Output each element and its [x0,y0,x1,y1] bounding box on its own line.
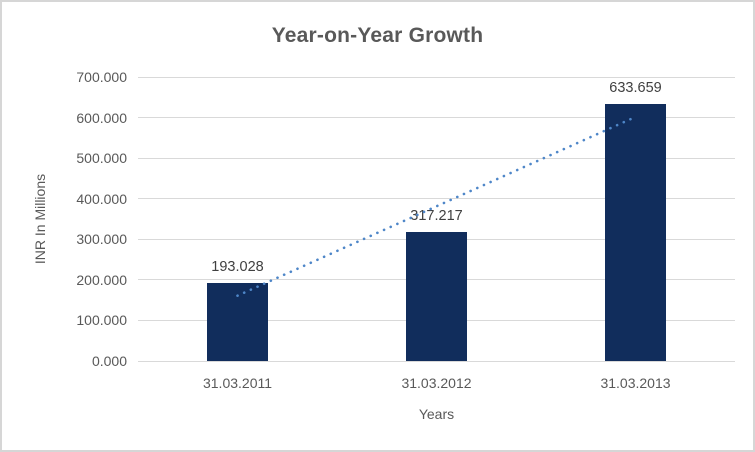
y-tick-label: 100.000 [76,312,127,329]
x-axis-title: Years [418,406,455,422]
x-category-label: 31.03.2012 [401,375,472,391]
y-tick-label: 200.000 [76,271,127,288]
bar [605,103,666,361]
y-tick-label: 300.000 [76,231,127,248]
bar-data-label: 193.028 [211,258,264,275]
y-tick-label: 0.000 [91,353,127,369]
bar [406,232,467,361]
y-tick-label: 500.000 [76,150,127,167]
y-tick-label: 700.000 [76,69,127,85]
bar-data-label: 317.217 [410,208,463,225]
gridline [138,76,735,78]
y-tick-label: 400.000 [76,190,127,207]
bar [207,282,268,361]
gridline [138,360,735,362]
x-category-label: 31.03.2011 [202,375,273,391]
y-tick-label: 600.000 [76,109,127,126]
y-axis-title: INR In Millions [32,173,48,265]
x-category-label: 31.03.2013 [600,375,671,391]
bar-data-label: 633.659 [609,79,662,96]
chart-title: Year-on-Year Growth [271,24,484,47]
